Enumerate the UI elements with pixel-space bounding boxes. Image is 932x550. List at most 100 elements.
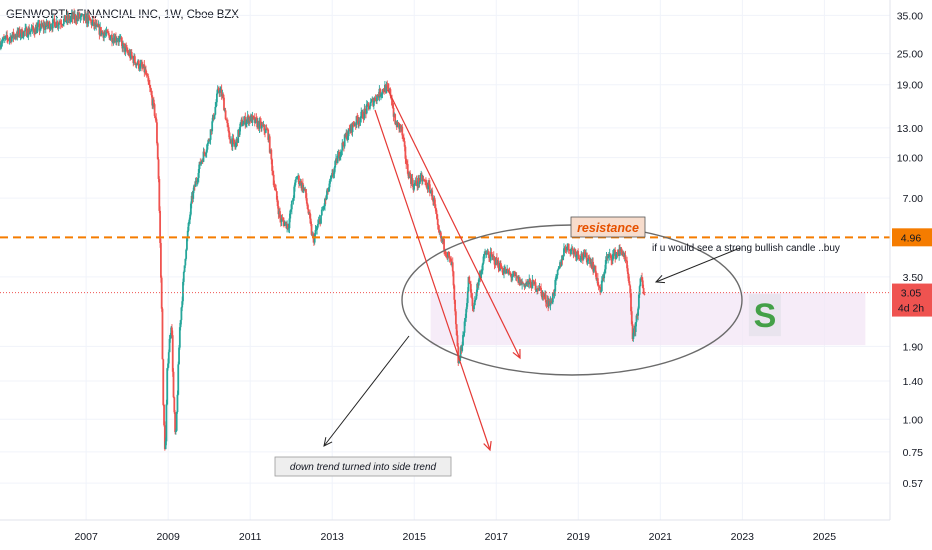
candle-down bbox=[424, 180, 427, 182]
candle-down bbox=[405, 158, 408, 164]
candle-down bbox=[509, 272, 512, 275]
candle-down bbox=[543, 296, 546, 298]
candle-up bbox=[330, 175, 333, 180]
candle-up bbox=[214, 106, 217, 115]
candle-up bbox=[531, 279, 534, 289]
candle-up bbox=[165, 404, 168, 442]
candle-down bbox=[581, 253, 583, 258]
candle-up bbox=[357, 121, 360, 124]
candle-up bbox=[219, 89, 221, 93]
candle-down bbox=[64, 15, 67, 23]
candle-up bbox=[91, 22, 94, 26]
candle-up bbox=[189, 203, 192, 215]
candle-down bbox=[375, 100, 378, 102]
time-tick-label: 2019 bbox=[567, 531, 591, 543]
price-tick-label: 1.00 bbox=[903, 414, 924, 426]
candle-up bbox=[317, 220, 320, 225]
candle-up bbox=[573, 250, 576, 254]
candle-down bbox=[599, 286, 602, 293]
candle-up bbox=[510, 277, 513, 278]
support-label: S bbox=[754, 297, 777, 335]
candle-down bbox=[276, 199, 279, 207]
candle-up bbox=[600, 280, 603, 292]
candle-down bbox=[571, 248, 574, 250]
candle-up bbox=[365, 104, 368, 114]
candle-down bbox=[122, 42, 125, 45]
candle-up bbox=[181, 301, 184, 308]
candle-up bbox=[553, 291, 556, 295]
candle-up bbox=[294, 179, 297, 183]
candle-down bbox=[525, 283, 527, 285]
candle-down bbox=[641, 276, 643, 281]
candle-up bbox=[178, 347, 180, 365]
candle-down bbox=[394, 114, 397, 124]
candle-down bbox=[306, 203, 309, 210]
candle-up bbox=[535, 290, 538, 291]
candle-up bbox=[164, 441, 167, 450]
candle-up bbox=[323, 206, 326, 208]
candle-up bbox=[291, 200, 294, 202]
candle-up bbox=[489, 252, 492, 261]
candle-down bbox=[156, 122, 158, 144]
candle-up bbox=[562, 255, 565, 261]
candle-up bbox=[189, 214, 191, 220]
candle-up bbox=[618, 248, 621, 256]
candle-up bbox=[4, 36, 7, 39]
candle-down bbox=[155, 117, 158, 123]
time-tick-label: 2023 bbox=[731, 531, 755, 543]
candle-down bbox=[453, 285, 456, 300]
candle-down bbox=[508, 271, 511, 273]
time-axis[interactable]: 2007 2009 2011 2013 2015 2017 2019 2021 2023 2025 bbox=[0, 519, 890, 550]
candle-up bbox=[316, 224, 319, 228]
time-tick-label: 2013 bbox=[321, 531, 345, 543]
candle-down bbox=[471, 297, 474, 307]
candle-up bbox=[334, 161, 337, 168]
candle-up bbox=[187, 222, 190, 231]
candle-down bbox=[403, 141, 406, 147]
candle-down bbox=[627, 273, 630, 282]
candle-up bbox=[26, 36, 29, 38]
candle-up bbox=[485, 253, 488, 255]
candle-up bbox=[79, 16, 82, 19]
candle-up bbox=[638, 286, 641, 295]
candle-down bbox=[286, 223, 289, 229]
candle-up bbox=[290, 201, 293, 210]
candle-down bbox=[389, 89, 392, 96]
candle-down bbox=[338, 151, 341, 159]
candle-up bbox=[566, 246, 568, 251]
candle-down bbox=[158, 178, 161, 211]
candle-up bbox=[51, 19, 54, 29]
candle-down bbox=[436, 218, 439, 225]
candle-up bbox=[193, 185, 195, 191]
candle-up bbox=[612, 253, 615, 255]
candle-down bbox=[434, 204, 437, 209]
support-zone-layer: S bbox=[430, 292, 866, 346]
candle-down bbox=[417, 177, 420, 184]
candle-up bbox=[178, 327, 181, 348]
candle-down bbox=[597, 285, 600, 287]
candle-up bbox=[461, 345, 464, 351]
candle-down bbox=[3, 37, 5, 39]
candle-down bbox=[539, 286, 542, 288]
candle-down bbox=[267, 129, 270, 140]
price-axis[interactable]: 35.00 25.00 19.00 13.00 10.00 7.00 3.50 1.90 1.4… bbox=[889, 0, 932, 550]
candle-up bbox=[376, 95, 378, 101]
price-tick-label: 1.90 bbox=[903, 341, 924, 353]
candle-up bbox=[560, 258, 563, 266]
candle-up bbox=[205, 149, 208, 154]
candle-up bbox=[115, 40, 118, 42]
candle-up bbox=[208, 139, 211, 141]
candle-up bbox=[555, 276, 557, 280]
candle-down bbox=[33, 29, 35, 33]
candle-up bbox=[325, 194, 328, 200]
candle-down bbox=[89, 19, 92, 21]
candle-down bbox=[53, 18, 56, 23]
candle-down bbox=[172, 371, 175, 398]
candle-down bbox=[620, 248, 623, 252]
candle-down bbox=[101, 31, 104, 33]
candle-up bbox=[332, 173, 335, 176]
candle-up bbox=[340, 150, 343, 152]
candle-down bbox=[7, 39, 10, 41]
candle-down bbox=[435, 208, 438, 214]
